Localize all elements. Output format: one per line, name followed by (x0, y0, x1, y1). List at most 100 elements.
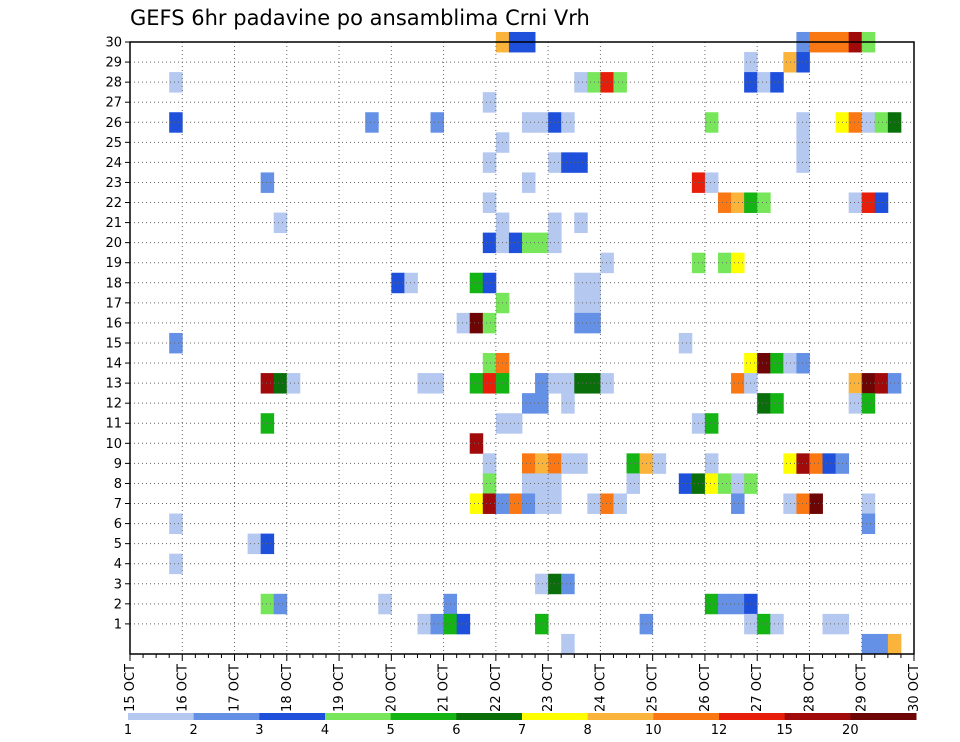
cell-m26-22-18 (535, 112, 549, 133)
cell-m7-22-12 (522, 493, 536, 514)
cell-m26-20-18 (430, 112, 444, 133)
cell-m13-26-12 (731, 373, 745, 394)
cell-m13-17-18 (273, 373, 288, 394)
cell-m7-22-6 (508, 493, 523, 514)
cell-m19-26-12 (731, 252, 745, 274)
legend-swatch (259, 713, 326, 720)
x-tick-label: 16 OCT (175, 664, 190, 712)
cell-m18-20-6 (404, 272, 418, 294)
legend-swatch (522, 713, 589, 720)
cells-layer (169, 31, 902, 655)
cell-m14-27-0 (757, 353, 771, 374)
cell-m26-22-12 (522, 112, 536, 133)
cell-m23-26-0 (704, 172, 719, 193)
cell-m20-22-6 (508, 232, 523, 254)
cell-m13-22-18 (535, 373, 549, 394)
x-tick-label: 25 OCT (646, 664, 661, 712)
cell-m19-24-0 (600, 252, 614, 274)
cell-m26-26-0 (704, 112, 719, 133)
cell-m18-21-18 (482, 272, 497, 294)
x-tick-label: 29 OCT (855, 664, 870, 712)
cell-m26-23-6 (561, 112, 575, 133)
legend-label: 12 (711, 723, 728, 738)
y-tick-label: 14 (105, 357, 122, 372)
cell-m9-27-18 (796, 453, 810, 474)
cell-m8-26-12 (731, 473, 745, 494)
color-legend: 1 2 3 4 5 6 7 8 10 12 15 20 (124, 713, 917, 738)
cell-m20-22-18 (535, 232, 549, 254)
cell-m24-23-6 (561, 152, 575, 173)
y-tick-label: 3 (114, 577, 122, 592)
cell-m9-26-0 (704, 453, 719, 474)
cell-m13-28-18 (848, 373, 863, 394)
cell-m12-27-6 (770, 393, 784, 414)
y-tick-label: 10 (105, 437, 122, 452)
cell-m3-22-18 (535, 573, 549, 595)
cell-m13-23-6 (561, 373, 575, 394)
cell-m29-27-18 (796, 52, 810, 73)
cell-m22-26-12 (731, 192, 745, 213)
cell-m2-17-12 (260, 593, 275, 615)
cell-m9-28-0 (809, 453, 823, 474)
legend-label: 5 (387, 723, 395, 738)
cell-m7-21-12 (469, 493, 484, 514)
legend-swatch (587, 713, 654, 720)
cell-m12-22-12 (522, 393, 536, 414)
cell-m17-23-12 (574, 292, 588, 314)
cell-m8-26-0 (704, 473, 719, 494)
cell-m13-20-18 (430, 373, 444, 394)
cell-m26-19-12 (365, 112, 379, 133)
y-tick-label: 30 (105, 36, 122, 51)
cell-m12-28-18 (848, 393, 863, 414)
x-tick-label: 15 OCT (123, 664, 138, 712)
y-tick-label: 21 (105, 216, 122, 231)
cell-m6-15-18 (169, 513, 183, 535)
cell-m22-29-0 (861, 192, 876, 213)
cell-m23-22-12 (522, 172, 536, 193)
y-tick-label: 17 (105, 296, 122, 311)
y-tick-label: 9 (114, 457, 122, 472)
cell-m21-17-18 (273, 212, 288, 234)
cell-m28-15-18 (169, 72, 183, 93)
cell-m9-21-18 (482, 453, 497, 474)
cell-m7-29-0 (861, 493, 876, 514)
x-tick-label: 30 OCT (907, 664, 922, 712)
chart-title: GEFS 6hr padavine po ansamblima Crni Vrh (130, 6, 590, 30)
cell-m7-27-18 (796, 493, 810, 514)
x-tick-label: 17 OCT (228, 664, 243, 712)
cell-m3-23-6 (561, 573, 575, 595)
cell-m0-29-0 (861, 633, 876, 655)
y-tick-label: 7 (114, 497, 122, 512)
legend-label: 1 (124, 723, 132, 738)
y-tick-label: 28 (105, 76, 122, 91)
y-tick-label: 26 (105, 116, 122, 131)
cell-m8-22-18 (535, 473, 549, 494)
y-tick-label: 5 (114, 537, 122, 552)
y-tick-label: 1 (114, 617, 122, 632)
y-tick-label: 19 (105, 256, 122, 271)
cell-m16-21-6 (456, 312, 471, 334)
cell-m26-15-18 (169, 112, 183, 133)
cell-m22-27-0 (757, 192, 771, 213)
cell-m25-27-18 (796, 132, 810, 153)
y-tick-label: 20 (105, 236, 122, 251)
cell-m21-23-12 (574, 212, 588, 234)
cell-m7-26-12 (731, 493, 745, 514)
legend-swatch (390, 713, 457, 720)
cell-m26-28-18 (848, 112, 863, 133)
cell-m13-21-12 (469, 373, 484, 394)
cell-m7-24-0 (600, 493, 614, 514)
cell-m13-17-12 (260, 373, 275, 394)
cell-m12-23-6 (561, 393, 575, 414)
y-tick-label: 29 (105, 56, 122, 71)
cell-m14-27-18 (796, 353, 810, 374)
cell-m22-21-18 (482, 192, 497, 213)
cell-m18-21-12 (469, 272, 484, 294)
cell-m7-22-18 (535, 493, 549, 514)
cell-m26-27-18 (796, 112, 810, 133)
legend-label: 20 (842, 723, 859, 738)
cell-m4-15-18 (169, 553, 183, 575)
cell-m24-21-18 (482, 152, 497, 173)
legend-swatch (193, 713, 260, 720)
cell-m2-19-18 (378, 593, 392, 615)
